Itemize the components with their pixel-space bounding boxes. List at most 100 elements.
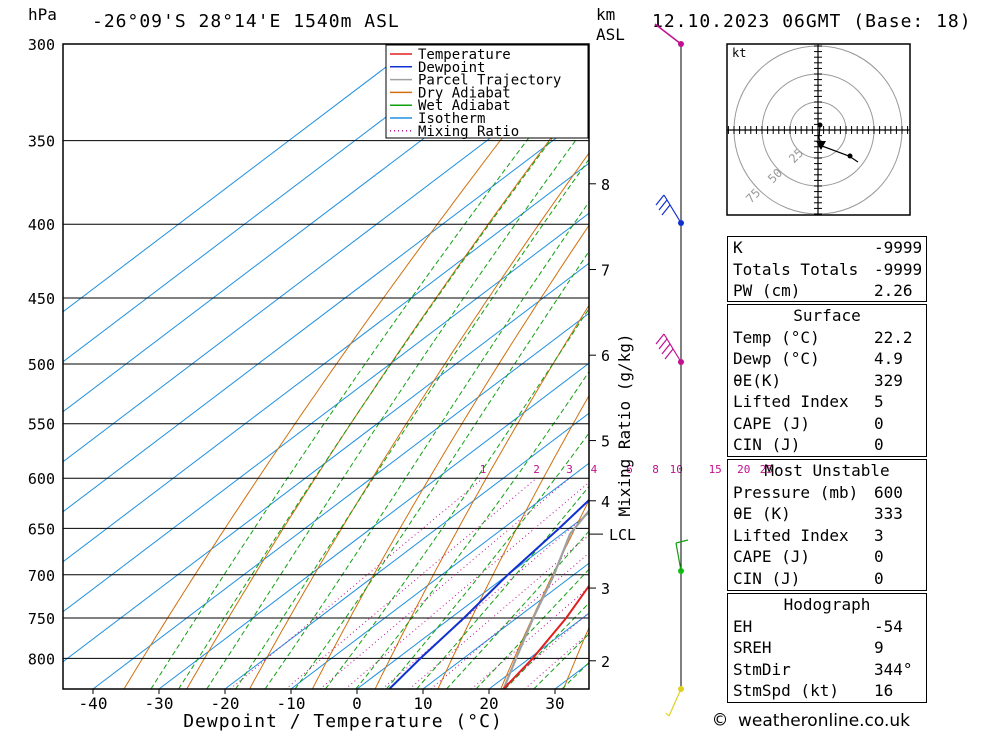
stat-value: 22.2 <box>874 327 913 347</box>
pressure-tick-label: 600 <box>28 470 55 488</box>
plot-frame <box>62 43 590 690</box>
wet-adiabat-line <box>264 201 589 689</box>
stat-value: 344° <box>874 659 913 679</box>
dewpoint-profile <box>388 498 589 689</box>
mixing-ratio-line <box>285 477 537 689</box>
legend-label: Isotherm <box>418 111 485 127</box>
x-tick-label: -30 <box>145 694 174 713</box>
dry-adiabat-line <box>940 44 1000 689</box>
mixing-ratio-label: 1 <box>480 463 487 476</box>
stat-value: 333 <box>874 504 903 523</box>
legend-label: Temperature <box>418 47 511 63</box>
stats-top-table: K -9999 Totals Totals -9999 PW (cm) 2.26 <box>727 236 927 302</box>
stats-most-unstable-table: Most Unstable Pressure (mb) 600 θE (K) 333… <box>727 459 927 591</box>
isotherm-line <box>356 512 589 689</box>
temperature-profile <box>502 584 589 689</box>
wind-barb-400 <box>655 194 682 224</box>
legend-label: Dry Adiabat <box>418 85 511 101</box>
x-axis-title: Dewpoint / Temperature (°C) <box>183 711 503 732</box>
pressure-tick-label: 450 <box>28 290 55 308</box>
stat-key: Lifted Index <box>733 525 849 545</box>
asl-label: ASL <box>596 25 625 44</box>
stat-value: -54 <box>874 616 903 636</box>
legend-label: Wet Adiabat <box>418 98 511 114</box>
stat-value: 3 <box>874 525 884 545</box>
km-tick-label: 4 <box>601 493 610 511</box>
mixing-ratio-label: 4 <box>591 463 598 476</box>
mixing-ratio-line <box>408 534 589 689</box>
mixing-ratio-label: 6 <box>626 463 633 476</box>
km-tick-label: 6 <box>601 347 610 365</box>
location-title: -26°09'S 28°14'E 1540m ASL <box>92 11 400 32</box>
legend-box <box>385 44 589 139</box>
stat-value: 5 <box>874 392 884 411</box>
stat-value: 0 <box>874 435 884 454</box>
isotherm-line <box>63 262 589 663</box>
stat-key: CAPE (J) <box>733 413 811 433</box>
stat-value: 9 <box>874 638 884 657</box>
stat-key: Pressure (mb) <box>733 482 859 502</box>
pressure-tick-label: 350 <box>28 133 55 151</box>
surface-title: Surface <box>793 306 861 325</box>
mixing-ratio-line <box>344 481 589 689</box>
parcel-trajectory <box>502 508 589 689</box>
km-tick-label: 2 <box>601 653 610 671</box>
stat-value: -9999 <box>874 238 923 257</box>
site-link[interactable]: weatheronline.co.uk <box>738 711 911 731</box>
km-tick-label: 8 <box>601 176 610 194</box>
hodo-unit-label: kt <box>732 46 746 60</box>
isotherm-line <box>63 162 589 563</box>
stat-key: Lifted Index <box>733 392 849 411</box>
pressure-tick-label: 300 <box>28 36 55 54</box>
x-tick-label: 10 <box>413 694 432 713</box>
pressure-unit-label: hPa <box>28 5 57 24</box>
mixing-ratio-line <box>430 552 589 689</box>
x-tick-label: -20 <box>211 694 240 713</box>
mixing-ratio-label: 8 <box>652 463 659 476</box>
isotherm-line <box>63 62 589 463</box>
hodo-point-top <box>817 122 823 128</box>
stats-hodograph-table: Hodograph EH -54 SREH 9 StmDir 344° StmSpd … <box>727 593 927 703</box>
stat-value: 0 <box>874 413 884 433</box>
wind-barb-700 <box>675 539 689 572</box>
km-tick-label: 7 <box>601 262 610 280</box>
mixing-ratio-label: 10 <box>670 463 683 476</box>
legend-label: Mixing Ratio <box>418 124 519 140</box>
mixing-ratio-axis-title: Mixing Ratio (g/kg) <box>615 333 634 516</box>
pressure-tick-label: 800 <box>28 650 55 668</box>
stats-surface-table: Surface Temp (°C) 22.2 Dewp (°C) 4.9 θE(K)… <box>727 304 927 457</box>
stat-key: K <box>733 238 743 257</box>
stat-key: CIN (J) <box>733 435 801 454</box>
x-tick-label: 20 <box>479 694 498 713</box>
x-tick-label: -40 <box>79 694 108 713</box>
hodo-point-end <box>847 153 853 159</box>
stat-value: 16 <box>874 681 894 700</box>
stat-value: -9999 <box>874 259 923 279</box>
mixing-ratio-label: 25 <box>760 463 773 476</box>
isotherm-line <box>63 112 589 513</box>
stat-key: Temp (°C) <box>733 327 820 347</box>
isotherm-line <box>63 44 483 363</box>
mixing-ratio-label: 20 <box>737 463 750 476</box>
isotherm-line <box>92 312 589 689</box>
mixing-ratio-line <box>381 511 589 689</box>
stat-value: 2.26 <box>874 281 913 300</box>
isotherm-line <box>290 462 589 689</box>
stat-value: 4.9 <box>874 349 903 368</box>
mixing-ratio-label: 3 <box>566 463 573 476</box>
isotherm-line <box>63 44 417 313</box>
stat-value: 0 <box>874 547 884 566</box>
wind-barb-top <box>654 23 682 45</box>
lcl-label: LCL <box>609 526 636 544</box>
legend-label: Dewpoint <box>418 60 485 76</box>
stat-key: SREH <box>733 638 772 657</box>
pressure-tick-label: 650 <box>28 520 55 538</box>
stat-key: Dewp (°C) <box>733 349 820 368</box>
wind-barb-500 <box>655 333 682 363</box>
copyright-symbol: © <box>714 708 727 732</box>
stat-key: θE (K) <box>733 504 791 523</box>
stat-key: CIN (J) <box>733 568 801 588</box>
stat-key: Totals Totals <box>733 259 859 279</box>
wind-dot-300 <box>678 41 684 47</box>
